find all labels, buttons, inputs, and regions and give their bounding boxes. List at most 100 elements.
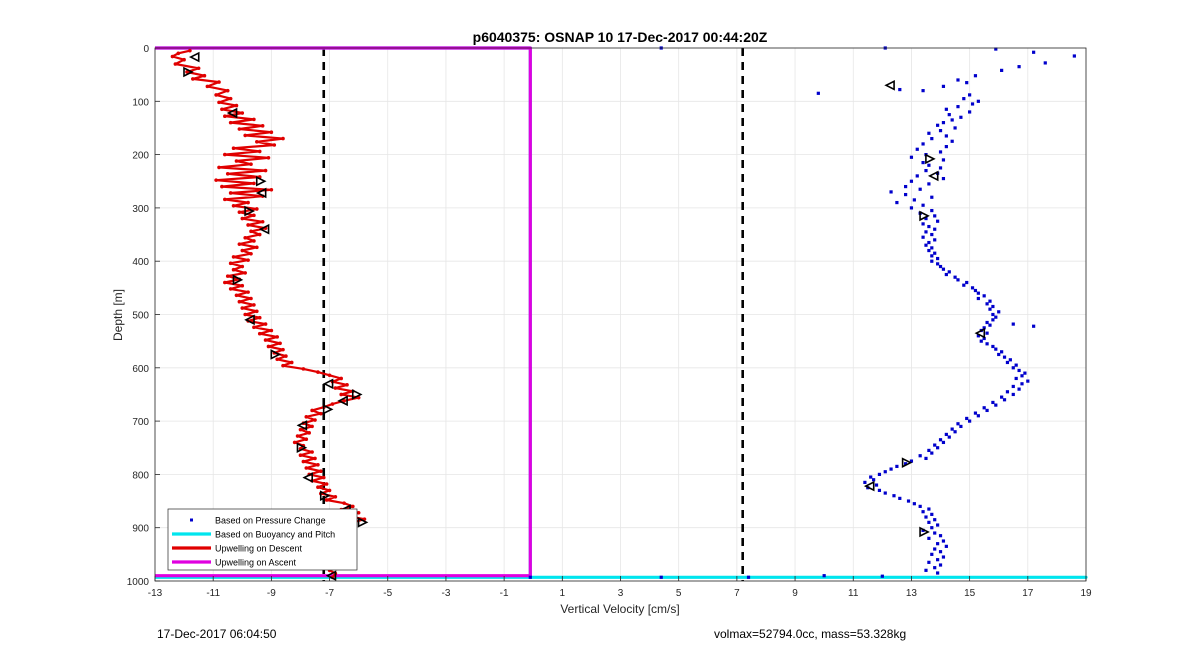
data-point — [921, 235, 925, 239]
data-point — [249, 296, 253, 301]
data-point — [909, 179, 914, 183]
data-point — [1002, 355, 1007, 359]
data-point — [997, 352, 1001, 357]
data-point — [237, 210, 242, 214]
data-point — [944, 107, 948, 111]
x-tick-label: 17 — [1022, 588, 1034, 599]
data-point — [927, 520, 931, 524]
data-point — [1023, 371, 1027, 375]
data-point — [1014, 376, 1018, 381]
data-point — [895, 464, 899, 469]
data-point — [889, 190, 893, 194]
y-axis-ticks: 0 100 200 300 400 500 600 700 800 900 1000 — [127, 44, 160, 588]
data-point — [863, 480, 867, 484]
data-point — [240, 306, 245, 310]
data-point — [933, 227, 937, 231]
x-tick-label: 11 — [848, 588, 859, 599]
data-point — [214, 93, 218, 97]
data-point — [272, 143, 277, 147]
data-point — [889, 467, 893, 471]
data-point — [1026, 379, 1030, 383]
data-point — [1008, 358, 1012, 362]
data-point — [938, 150, 943, 154]
data-point — [973, 411, 978, 415]
data-point — [962, 283, 966, 287]
data-point — [240, 248, 245, 253]
data-point — [982, 326, 986, 330]
data-point — [936, 446, 940, 450]
triangle-marker — [337, 395, 348, 407]
data-point — [214, 178, 218, 182]
data-point — [991, 312, 995, 317]
data-point — [237, 127, 242, 131]
data-point — [918, 187, 922, 191]
data-point — [1043, 61, 1047, 65]
data-point — [356, 510, 361, 515]
data-point — [944, 272, 948, 277]
data-point — [185, 70, 189, 74]
data-point — [933, 518, 937, 522]
data-point — [217, 100, 221, 105]
data-point — [1020, 382, 1024, 386]
legend-swatch — [190, 518, 193, 522]
legend-label: Based on Pressure Change — [215, 516, 326, 526]
data-point — [968, 419, 972, 423]
data-point — [257, 232, 262, 237]
chart-title: p6040375: OSNAP 10 17-Dec-2017 00:44:20Z — [473, 29, 768, 45]
data-point — [333, 494, 338, 499]
triangle-marker — [925, 153, 936, 165]
data-point — [982, 336, 986, 341]
triangle-marker — [322, 378, 334, 390]
data-point — [959, 424, 963, 429]
triangle-marker — [901, 457, 913, 468]
y-tick-label: 1000 — [127, 577, 150, 588]
data-point — [1020, 374, 1024, 378]
data-point — [173, 62, 178, 66]
data-point — [947, 113, 951, 117]
data-point — [240, 283, 245, 288]
data-point — [877, 472, 882, 476]
data-point — [269, 328, 274, 333]
data-point — [301, 459, 306, 464]
triangle-marker — [258, 223, 270, 235]
data-point — [339, 392, 344, 397]
data-point — [243, 235, 247, 240]
data-point — [930, 512, 934, 516]
data-point — [333, 386, 338, 390]
data-point — [263, 168, 268, 173]
data-point — [298, 427, 303, 432]
data-point — [188, 48, 192, 53]
data-point — [1011, 366, 1015, 370]
data-point — [909, 459, 914, 463]
data-point — [243, 312, 247, 317]
x-tick-label: -3 — [441, 588, 450, 599]
data-point — [196, 66, 201, 71]
data-point — [263, 338, 268, 342]
y-tick-label: 200 — [132, 151, 149, 162]
x-axis-ticks: -13 -11 -9 -7 -5 -3 -1 1 3 5 7 9 11 13 15 17 19 — [148, 576, 1092, 599]
data-point — [941, 539, 946, 543]
data-point — [962, 97, 966, 101]
data-point — [924, 168, 928, 173]
data-point — [243, 271, 247, 275]
data-point — [912, 198, 916, 202]
footer-volume-mass: volmax=52794.0cc, mass=53.328kg — [714, 627, 907, 641]
data-point — [915, 147, 919, 151]
data-point — [1032, 324, 1036, 328]
x-tick-label: 9 — [792, 588, 798, 599]
data-point — [956, 422, 960, 426]
data-point — [941, 121, 946, 125]
data-point — [994, 403, 998, 407]
triangle-marker — [232, 274, 244, 286]
data-point — [255, 245, 259, 250]
data-point — [906, 499, 911, 503]
data-point — [927, 507, 931, 511]
data-point — [304, 437, 309, 442]
data-point — [252, 117, 256, 122]
data-point — [938, 166, 943, 170]
data-point — [217, 80, 221, 84]
data-point — [927, 536, 931, 540]
data-point — [921, 528, 925, 532]
data-point — [321, 475, 326, 480]
data-point — [310, 450, 314, 454]
